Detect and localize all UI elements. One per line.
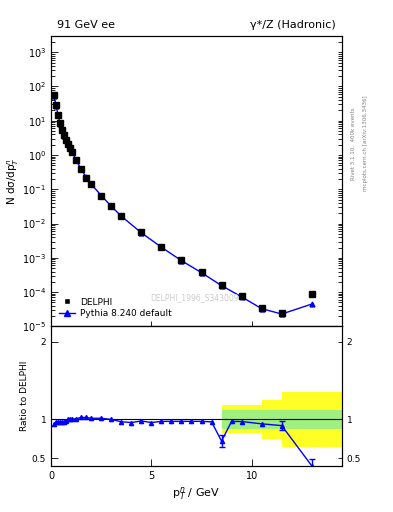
Text: DELPHI_1996_S3430090: DELPHI_1996_S3430090 [150, 293, 243, 302]
Text: Rivet 3.1.10,  400k events: Rivet 3.1.10, 400k events [351, 107, 356, 180]
Y-axis label: N dσ/dp$_T^n$: N dσ/dp$_T^n$ [5, 157, 21, 205]
Text: γ*/Z (Hadronic): γ*/Z (Hadronic) [250, 20, 336, 30]
X-axis label: p$_T^n$ / GeV: p$_T^n$ / GeV [173, 485, 220, 502]
Text: 91 GeV ee: 91 GeV ee [57, 20, 115, 30]
Legend: DELPHI, Pythia 8.240 default: DELPHI, Pythia 8.240 default [55, 294, 175, 322]
Y-axis label: Ratio to DELPHI: Ratio to DELPHI [20, 361, 29, 432]
Text: mcplots.cern.ch [arXiv:1306.3436]: mcplots.cern.ch [arXiv:1306.3436] [363, 96, 368, 191]
